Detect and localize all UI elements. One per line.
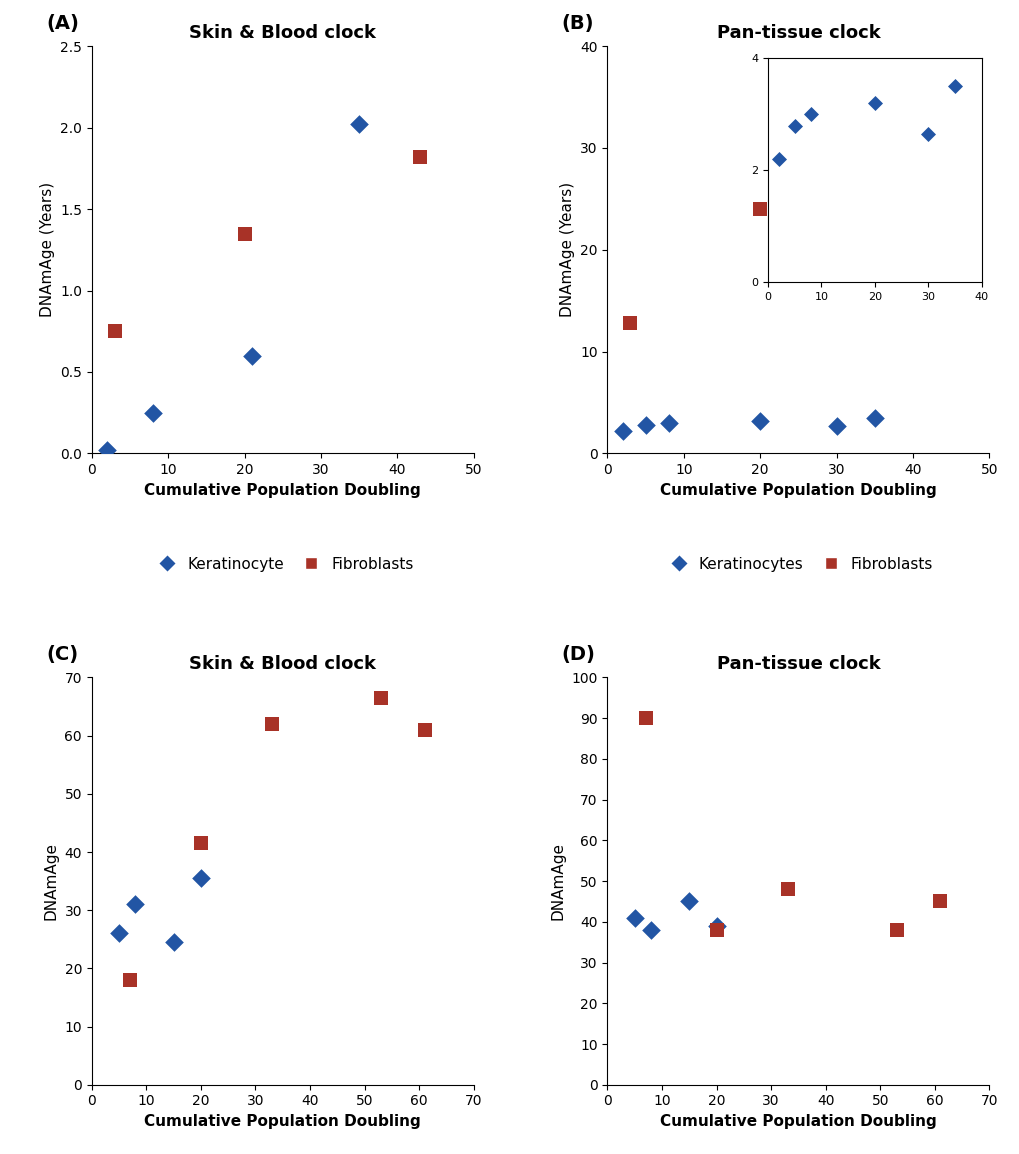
Point bbox=[637, 709, 653, 727]
Text: (C): (C) bbox=[46, 645, 78, 664]
X-axis label: Cumulative Population Doubling: Cumulative Population Doubling bbox=[659, 482, 935, 497]
Point bbox=[931, 892, 948, 911]
Point bbox=[351, 115, 367, 134]
Text: (B): (B) bbox=[561, 14, 593, 32]
Point bbox=[614, 422, 631, 441]
Title: Skin & Blood clock: Skin & Blood clock bbox=[190, 655, 376, 673]
Text: (A): (A) bbox=[46, 14, 78, 32]
Point bbox=[681, 892, 697, 911]
X-axis label: Cumulative Population Doubling: Cumulative Population Doubling bbox=[145, 482, 421, 497]
Point bbox=[751, 200, 767, 218]
Point bbox=[106, 322, 122, 340]
Point bbox=[637, 415, 653, 434]
Point bbox=[412, 148, 428, 166]
X-axis label: Cumulative Population Doubling: Cumulative Population Doubling bbox=[659, 1114, 935, 1129]
Point bbox=[127, 896, 144, 914]
Point bbox=[111, 924, 127, 943]
Point bbox=[751, 412, 767, 430]
Y-axis label: DNAmAge (Years): DNAmAge (Years) bbox=[40, 182, 54, 317]
Point bbox=[193, 869, 209, 887]
Point bbox=[779, 881, 795, 899]
Y-axis label: DNAmAge: DNAmAge bbox=[44, 842, 59, 920]
Point bbox=[165, 932, 181, 951]
Title: Pan-tissue clock: Pan-tissue clock bbox=[715, 24, 879, 42]
Point bbox=[244, 346, 260, 365]
Point bbox=[264, 714, 280, 733]
Y-axis label: DNAmAge (Years): DNAmAge (Years) bbox=[559, 182, 574, 317]
Point bbox=[866, 409, 882, 427]
Text: (D): (D) bbox=[561, 645, 595, 664]
Point bbox=[827, 418, 844, 436]
Point bbox=[193, 834, 209, 853]
Point bbox=[121, 971, 138, 989]
Title: Skin & Blood clock: Skin & Blood clock bbox=[190, 24, 376, 42]
Title: Pan-tissue clock: Pan-tissue clock bbox=[715, 655, 879, 673]
Y-axis label: DNAmAge: DNAmAge bbox=[550, 842, 566, 920]
Legend: Keratinocytes, Fibroblasts: Keratinocytes, Fibroblasts bbox=[657, 550, 938, 578]
Point bbox=[373, 689, 389, 707]
Point bbox=[622, 314, 638, 332]
Point bbox=[708, 921, 725, 939]
Legend: Keratinocyte, Fibroblasts: Keratinocyte, Fibroblasts bbox=[146, 550, 419, 578]
Point bbox=[642, 921, 658, 939]
Point bbox=[708, 916, 725, 935]
X-axis label: Cumulative Population Doubling: Cumulative Population Doubling bbox=[145, 1114, 421, 1129]
Point bbox=[626, 908, 642, 927]
Point bbox=[145, 404, 161, 422]
Point bbox=[659, 413, 676, 432]
Point bbox=[888, 921, 904, 939]
Point bbox=[927, 62, 944, 81]
Point bbox=[416, 720, 432, 739]
Point bbox=[99, 441, 115, 459]
Point bbox=[236, 224, 253, 242]
